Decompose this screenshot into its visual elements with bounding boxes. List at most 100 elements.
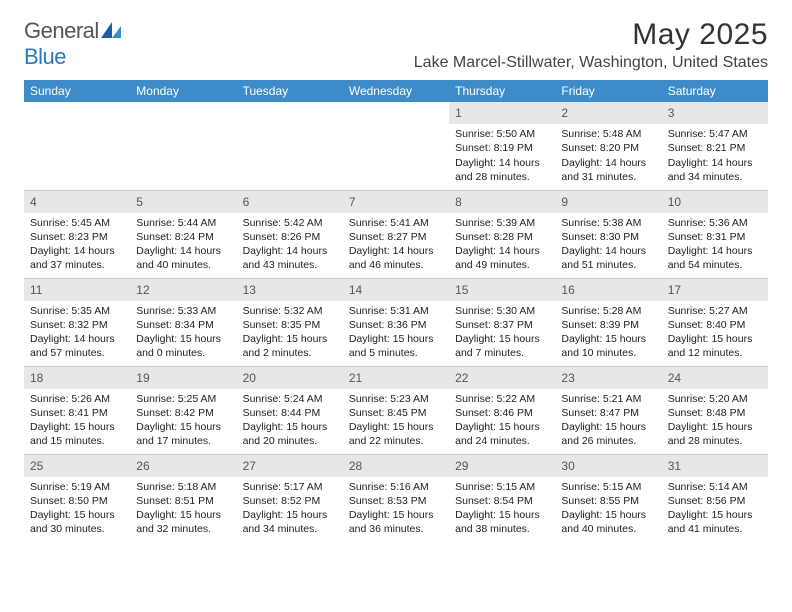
day-cell: 18 Sunrise: 5:26 AMSunset: 8:41 PMDayligh… — [24, 366, 130, 454]
sunrise-line: Sunrise: 5:26 AM — [30, 392, 124, 406]
daylight-line: Daylight: 14 hours and 57 minutes. — [30, 332, 124, 360]
sunrise-line: Sunrise: 5:45 AM — [30, 216, 124, 230]
day-cell: 8Sunrise: 5:39 AMSunset: 8:28 PMDaylight… — [449, 190, 555, 278]
col-monday: Monday — [130, 80, 236, 102]
sunset-line: Sunset: 8:36 PM — [349, 318, 443, 332]
day-body: Sunrise: 5:15 AMSunset: 8:54 PMDaylight:… — [449, 477, 555, 541]
col-wednesday: Wednesday — [343, 80, 449, 102]
day-number-band: 2 — [555, 102, 661, 124]
calendar-body: 1Sunrise: 5:50 AMSunset: 8:19 PMDaylight… — [24, 102, 768, 542]
daylight-line: Daylight: 15 hours and 41 minutes. — [668, 508, 762, 536]
sunrise-line: Sunrise: 5:39 AM — [455, 216, 549, 230]
day-cell: 22Sunrise: 5:22 AMSunset: 8:46 PMDayligh… — [449, 366, 555, 454]
daylight-line: Daylight: 15 hours and 22 minutes. — [349, 420, 443, 448]
calendar-table: Sunday Monday Tuesday Wednesday Thursday… — [24, 80, 768, 542]
sunrise-line: Sunrise: 5:48 AM — [561, 127, 655, 141]
day-body: Sunrise: 5:32 AMSunset: 8:35 PMDaylight:… — [237, 301, 343, 365]
daylight-line: Daylight: 14 hours and 46 minutes. — [349, 244, 443, 272]
day-cell: 26Sunrise: 5:18 AMSunset: 8:51 PMDayligh… — [130, 454, 236, 542]
day-number-band: 18 — [24, 367, 130, 389]
day-number-band: 14 — [343, 279, 449, 301]
sunrise-line: Sunrise: 5:42 AM — [243, 216, 337, 230]
day-cell: 17Sunrise: 5:27 AMSunset: 8:40 PMDayligh… — [662, 278, 768, 366]
day-number-band — [24, 102, 130, 123]
day-cell — [130, 102, 236, 190]
week-row: 18Sunrise: 5:26 AMSunset: 8:41 PMDayligh… — [24, 366, 768, 454]
month-title: May 2025 — [414, 18, 768, 52]
daylight-line: Daylight: 15 hours and 28 minutes. — [668, 420, 762, 448]
day-body: Sunrise: 5:38 AMSunset: 8:30 PMDaylight:… — [555, 213, 661, 277]
sunrise-line: Sunrise: 5:25 AM — [136, 392, 230, 406]
day-body: Sunrise: 5:41 AMSunset: 8:27 PMDaylight:… — [343, 213, 449, 277]
day-body: Sunrise: 5:30 AMSunset: 8:37 PMDaylight:… — [449, 301, 555, 365]
sunset-line: Sunset: 8:42 PM — [136, 406, 230, 420]
day-cell: 31Sunrise: 5:14 AMSunset: 8:56 PMDayligh… — [662, 454, 768, 542]
day-cell — [237, 102, 343, 190]
day-number-band: 3 — [662, 102, 768, 124]
day-number-band: 7 — [343, 191, 449, 213]
day-number-band: 22 — [449, 367, 555, 389]
day-number-band: 25 — [24, 455, 130, 477]
week-row: 4Sunrise: 5:45 AMSunset: 8:23 PMDaylight… — [24, 190, 768, 278]
sunrise-line: Sunrise: 5:18 AM — [136, 480, 230, 494]
day-number-band: 29 — [449, 455, 555, 477]
daylight-line: Daylight: 15 hours and 30 minutes. — [30, 508, 124, 536]
day-number-band: 6 — [237, 191, 343, 213]
day-body: Sunrise: 5:28 AMSunset: 8:39 PMDaylight:… — [555, 301, 661, 365]
sunset-line: Sunset: 8:26 PM — [243, 230, 337, 244]
sunset-line: Sunset: 8:41 PM — [30, 406, 124, 420]
day-number-band: 5 — [130, 191, 236, 213]
sunrise-line: Sunrise: 5:44 AM — [136, 216, 230, 230]
sunset-line: Sunset: 8:56 PM — [668, 494, 762, 508]
day-number-band: 10 — [662, 191, 768, 213]
logo: General Blue — [24, 18, 123, 70]
day-cell: 13Sunrise: 5:32 AMSunset: 8:35 PMDayligh… — [237, 278, 343, 366]
sunrise-line: Sunrise: 5:50 AM — [455, 127, 549, 141]
day-cell: 25Sunrise: 5:19 AMSunset: 8:50 PMDayligh… — [24, 454, 130, 542]
day-number-band: 11 — [24, 279, 130, 301]
sunrise-line: Sunrise: 5:47 AM — [668, 127, 762, 141]
daylight-line: Daylight: 15 hours and 40 minutes. — [561, 508, 655, 536]
day-body: Sunrise: 5:18 AMSunset: 8:51 PMDaylight:… — [130, 477, 236, 541]
sunset-line: Sunset: 8:48 PM — [668, 406, 762, 420]
sunrise-line: Sunrise: 5:15 AM — [455, 480, 549, 494]
sunrise-line: Sunrise: 5:38 AM — [561, 216, 655, 230]
day-number-band: 15 — [449, 279, 555, 301]
day-cell: 29Sunrise: 5:15 AMSunset: 8:54 PMDayligh… — [449, 454, 555, 542]
day-cell: 6Sunrise: 5:42 AMSunset: 8:26 PMDaylight… — [237, 190, 343, 278]
sunset-line: Sunset: 8:54 PM — [455, 494, 549, 508]
sunset-line: Sunset: 8:20 PM — [561, 141, 655, 155]
daylight-line: Daylight: 15 hours and 26 minutes. — [561, 420, 655, 448]
day-cell: 21Sunrise: 5:23 AMSunset: 8:45 PMDayligh… — [343, 366, 449, 454]
sunrise-line: Sunrise: 5:23 AM — [349, 392, 443, 406]
sunset-line: Sunset: 8:19 PM — [455, 141, 549, 155]
daylight-line: Daylight: 14 hours and 49 minutes. — [455, 244, 549, 272]
day-cell: 1Sunrise: 5:50 AMSunset: 8:19 PMDaylight… — [449, 102, 555, 190]
sunset-line: Sunset: 8:51 PM — [136, 494, 230, 508]
sunset-line: Sunset: 8:44 PM — [243, 406, 337, 420]
sunrise-line: Sunrise: 5:36 AM — [668, 216, 762, 230]
day-cell: 27Sunrise: 5:17 AMSunset: 8:52 PMDayligh… — [237, 454, 343, 542]
day-number-band: 21 — [343, 367, 449, 389]
day-body: Sunrise: 5:20 AMSunset: 8:48 PMDaylight:… — [662, 389, 768, 453]
day-cell: 7Sunrise: 5:41 AMSunset: 8:27 PMDaylight… — [343, 190, 449, 278]
day-body: Sunrise: 5:24 AMSunset: 8:44 PMDaylight:… — [237, 389, 343, 453]
day-cell — [24, 102, 130, 190]
week-row: 25Sunrise: 5:19 AMSunset: 8:50 PMDayligh… — [24, 454, 768, 542]
daylight-line: Daylight: 14 hours and 34 minutes. — [668, 156, 762, 184]
daylight-line: Daylight: 15 hours and 15 minutes. — [30, 420, 124, 448]
day-number-band: 30 — [555, 455, 661, 477]
sunset-line: Sunset: 8:28 PM — [455, 230, 549, 244]
sunrise-line: Sunrise: 5:27 AM — [668, 304, 762, 318]
sunrise-line: Sunrise: 5:15 AM — [561, 480, 655, 494]
day-body: Sunrise: 5:45 AMSunset: 8:23 PMDaylight:… — [24, 213, 130, 277]
day-number-band — [130, 102, 236, 123]
day-body: Sunrise: 5:36 AMSunset: 8:31 PMDaylight:… — [662, 213, 768, 277]
col-friday: Friday — [555, 80, 661, 102]
day-number-band: 13 — [237, 279, 343, 301]
day-number-band: 23 — [555, 367, 661, 389]
sunset-line: Sunset: 8:40 PM — [668, 318, 762, 332]
daylight-line: Daylight: 14 hours and 37 minutes. — [30, 244, 124, 272]
day-cell: 4Sunrise: 5:45 AMSunset: 8:23 PMDaylight… — [24, 190, 130, 278]
day-body: Sunrise: 5:19 AMSunset: 8:50 PMDaylight:… — [24, 477, 130, 541]
